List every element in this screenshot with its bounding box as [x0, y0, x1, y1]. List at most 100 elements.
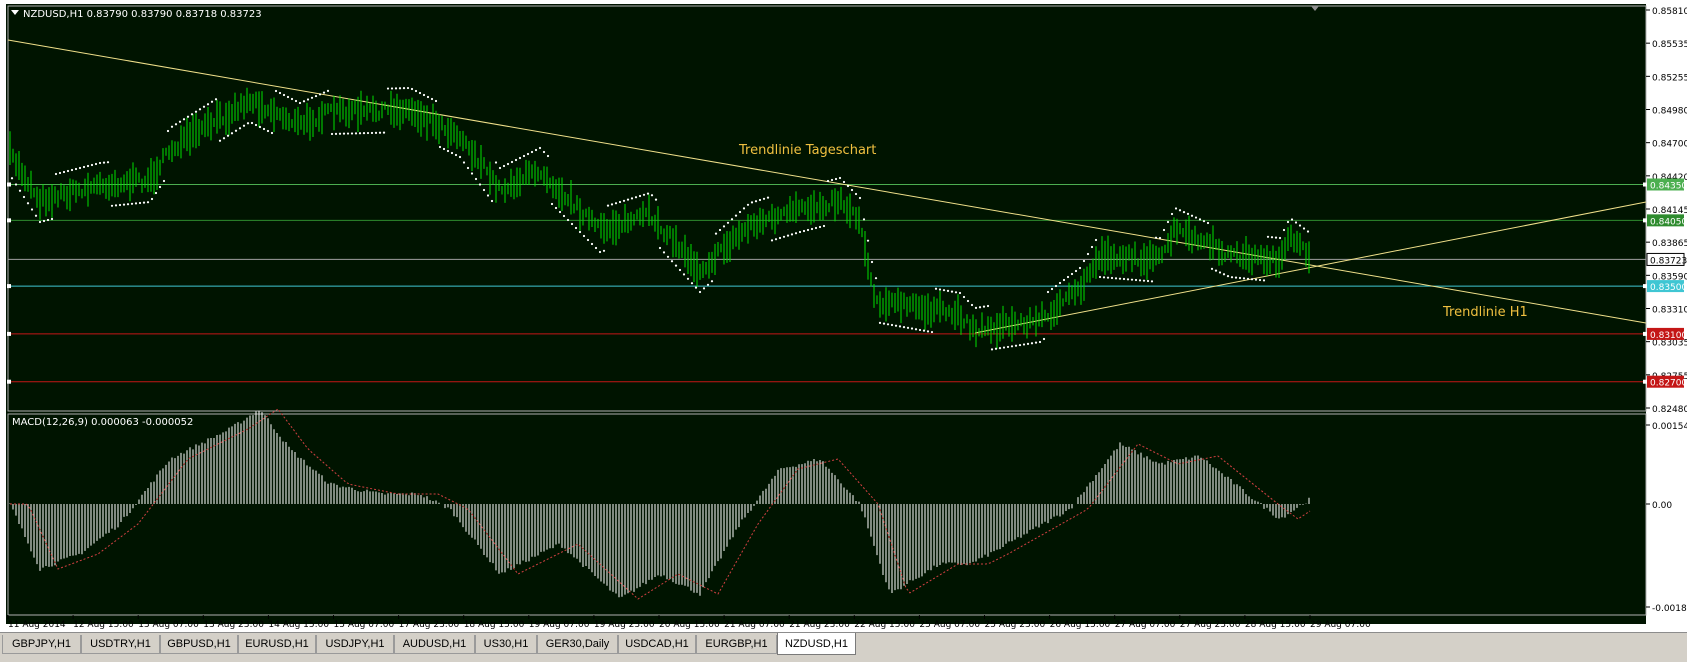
sar-dot [186, 115, 190, 118]
sar-dot [1274, 236, 1278, 239]
sar-dot [1142, 279, 1146, 282]
sar-dot [54, 172, 58, 176]
sar-dot [1010, 345, 1014, 348]
sar-dot [1106, 276, 1110, 279]
sar-dot [210, 100, 214, 103]
tab-nzdusd-h1[interactable]: NZDUSD,H1 [777, 633, 856, 655]
sar-dot [1162, 228, 1166, 232]
sar-dot [242, 124, 246, 127]
level-handle[interactable] [1643, 218, 1647, 223]
sar-dot [334, 132, 338, 135]
sar-dot [1226, 274, 1230, 278]
sar-dot [658, 246, 662, 250]
sar-dot [1242, 277, 1246, 280]
level-handle[interactable] [7, 331, 11, 336]
sar-dot [866, 239, 870, 242]
daily-trend-label: Trendlinie Tageschart [738, 143, 876, 158]
sar-dot [410, 87, 414, 91]
daily-trendline[interactable] [7, 39, 1647, 324]
sar-dot [162, 179, 166, 183]
tab-gbpjpy-h1[interactable]: GBPJPY,H1 [2, 635, 81, 654]
sar-dot [906, 326, 910, 329]
sar-dot [462, 161, 466, 164]
sar-dot [958, 291, 962, 295]
sar-dot [678, 268, 682, 272]
tab-gbpusd-h1[interactable]: GBPUSD,H1 [160, 635, 238, 654]
sar-dot [206, 103, 210, 106]
sar-dot [966, 299, 970, 303]
shift-marker-icon[interactable] [1311, 6, 1319, 11]
price-tick-label: 0.83590 [1652, 272, 1687, 282]
sar-dot [1258, 278, 1262, 282]
sar-dot [270, 131, 274, 135]
time-tick-label: 15 Aug 07:00 [334, 620, 395, 630]
sar-dot [546, 154, 550, 158]
sar-dot [994, 347, 998, 350]
sar-dot [1234, 276, 1238, 279]
level-handle[interactable] [1643, 284, 1647, 289]
sar-dot [170, 125, 174, 128]
level-handle[interactable] [7, 218, 11, 223]
sar-dot [510, 160, 514, 164]
h1-trendline[interactable] [974, 201, 1647, 334]
sar-dot [238, 127, 242, 130]
tab-usdcad-h1[interactable]: USDCAD,H1 [618, 635, 696, 654]
sar-dot [102, 161, 106, 164]
sar-dot [1014, 344, 1018, 347]
sar-dot [414, 89, 418, 93]
sar-dot [718, 228, 722, 232]
sar-dot [182, 118, 186, 121]
sar-dot [1194, 216, 1198, 219]
sar-dot [438, 145, 442, 149]
sar-dot [926, 330, 930, 333]
sar-dot [986, 304, 990, 308]
sar-dot [466, 166, 470, 170]
level-price-label: 0.82700 [1650, 379, 1687, 389]
tab-ger30-daily[interactable]: GER30,Daily [537, 635, 618, 654]
sar-dot [674, 264, 678, 267]
level-handle[interactable] [7, 379, 11, 384]
sar-dot [354, 132, 358, 135]
sar-dot [426, 95, 430, 99]
macd-scale-label: -0.001858 [1652, 604, 1687, 614]
level-handle[interactable] [7, 284, 11, 289]
sar-dot [486, 194, 490, 197]
tab-usdjpy-h1[interactable]: USDJPY,H1 [316, 635, 394, 654]
tab-audusd-h1[interactable]: AUDUSD,H1 [394, 635, 475, 654]
level-handle[interactable] [1643, 331, 1647, 336]
sar-dot [374, 131, 378, 134]
level-handle[interactable] [1643, 182, 1647, 187]
sar-dot [230, 132, 234, 135]
tab-eurusd-h1[interactable]: EURUSD,H1 [238, 635, 316, 654]
chart-canvas[interactable]: 0.85810 0.85535 0.85255 0.84980 0.84700 0.844… [0, 0, 1687, 632]
main-pane[interactable] [7, 5, 1647, 412]
sar-dot [82, 165, 86, 169]
sar-dot [626, 198, 630, 201]
price-tick-label: 0.85535 [1652, 40, 1687, 50]
level-handle[interactable] [7, 182, 11, 187]
sar-dot [606, 204, 610, 207]
sar-dot [490, 199, 494, 203]
price-tick-label: 0.84145 [1652, 206, 1687, 216]
sar-dot [318, 93, 322, 96]
price-tick-label: 0.82480 [1652, 405, 1687, 415]
tab-eurgbp-h1[interactable]: EURGBP,H1 [696, 635, 777, 654]
sar-dot [194, 110, 198, 113]
sar-dot [698, 290, 702, 294]
macd-pane[interactable] [7, 413, 1647, 616]
sar-dot [214, 98, 218, 101]
sar-dot [1262, 279, 1266, 282]
sar-dot [314, 94, 318, 98]
level-handle[interactable] [1643, 379, 1647, 384]
tab-usdtry-h1[interactable]: USDTRY,H1 [81, 635, 160, 654]
sar-dot [738, 210, 742, 214]
sar-dot [562, 214, 566, 218]
tab-us30-h1[interactable]: US30,H1 [475, 635, 537, 654]
sar-dot [554, 206, 558, 210]
sar-dot [526, 152, 530, 156]
dropdown-arrow-icon[interactable] [11, 10, 19, 15]
sar-dot [286, 95, 290, 99]
sar-dot [654, 198, 658, 201]
sar-dot [786, 234, 790, 237]
